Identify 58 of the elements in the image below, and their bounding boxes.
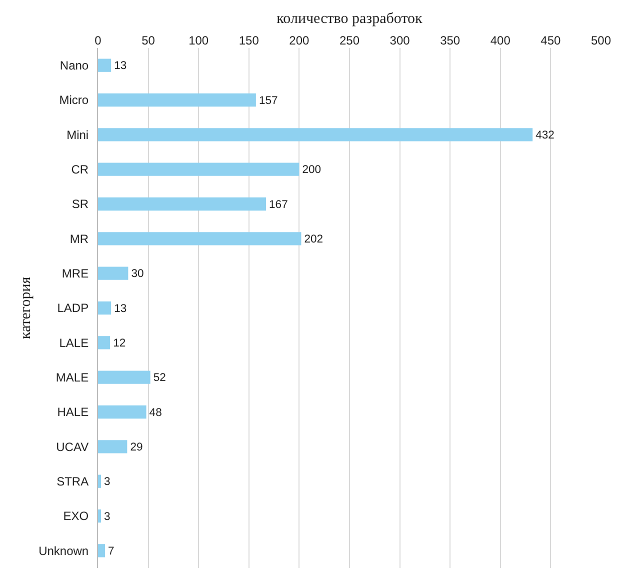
y-tick-label: LALE (59, 336, 89, 350)
data-label: 52 (153, 372, 166, 384)
x-tick-label: 250 (339, 34, 360, 48)
data-label: 3 (104, 510, 110, 523)
y-tick-label: STRA (56, 474, 89, 489)
bar (98, 474, 102, 488)
bar (98, 509, 102, 523)
data-label: 29 (130, 441, 143, 454)
x-tick-label: 150 (238, 34, 260, 48)
bar (98, 544, 106, 558)
bar (98, 58, 112, 72)
x-tick-label: 50 (142, 34, 156, 48)
bar (98, 336, 110, 350)
data-label: 13 (114, 60, 127, 72)
x-tick-label: 500 (590, 34, 612, 48)
y-tick-label: SR (72, 197, 89, 212)
x-tick-label: 400 (490, 34, 511, 48)
data-label: 202 (304, 233, 324, 246)
x-tick-label: 450 (540, 34, 562, 48)
data-label: 157 (258, 94, 278, 107)
bar (98, 370, 150, 384)
data-label: 167 (269, 198, 288, 211)
y-tick-label: CR (71, 162, 89, 177)
bar (98, 440, 128, 454)
y-tick-label: Micro (59, 93, 89, 108)
y-tick-label: MRE (62, 266, 89, 281)
x-axis-title: количество разработок (276, 10, 424, 27)
bar (98, 128, 533, 142)
x-tick-label: 300 (390, 34, 410, 48)
data-label: 30 (131, 268, 144, 280)
y-tick-label: Unknown (38, 544, 89, 558)
x-tick-label: 200 (289, 34, 310, 48)
bar (98, 405, 146, 419)
bar (98, 93, 256, 107)
y-tick-label: Nano (60, 58, 89, 73)
bar (98, 266, 128, 280)
data-label: 48 (149, 406, 162, 419)
data-label: 7 (108, 545, 114, 558)
data-label: 13 (114, 302, 127, 315)
y-tick-label: HALE (57, 405, 89, 420)
y-tick-label: UCAV (56, 440, 89, 454)
data-label: 432 (536, 129, 554, 142)
x-tick-label: 350 (440, 34, 460, 48)
bar (98, 197, 266, 211)
x-tick-label: 100 (188, 34, 209, 48)
bar (98, 301, 112, 315)
data-label: 12 (113, 337, 126, 350)
bar (98, 232, 302, 246)
bar (98, 162, 300, 176)
data-label: 3 (104, 476, 110, 488)
data-label: 200 (302, 164, 322, 176)
x-tick-label: 0 (94, 34, 102, 48)
y-tick-label: Mini (66, 128, 89, 142)
y-axis-title: категория (18, 276, 34, 340)
y-tick-label: MALE (56, 370, 89, 385)
y-tick-label: LADP (57, 301, 89, 316)
y-tick-label: MR (70, 232, 89, 246)
y-tick-label: EXO (63, 509, 89, 524)
